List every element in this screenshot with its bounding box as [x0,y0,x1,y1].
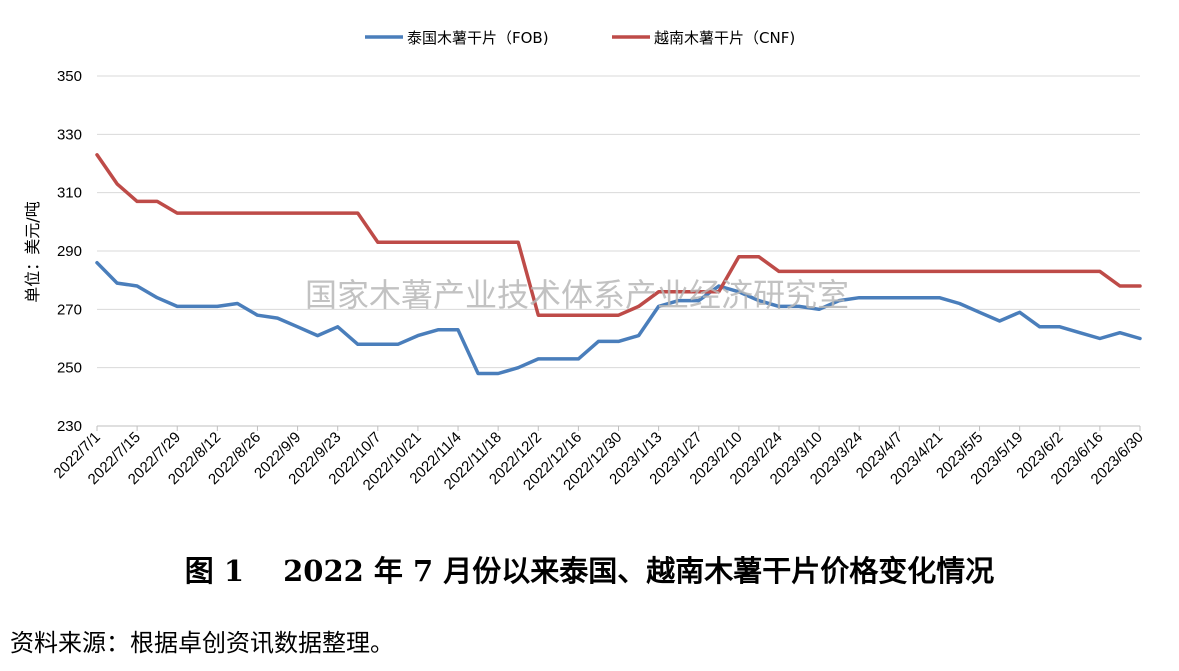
y-axis-label: 单位：美元/吨 [23,201,42,302]
y-axis-ticks: 230 250 270 290 310 330 350 [57,68,82,435]
legend-label: 越南木薯干片（CNF) [654,29,795,47]
y-tick-label: 350 [57,68,82,85]
source-note: 资料来源：根据卓创资讯数据整理。 [10,629,394,657]
legend: 泰国木薯干片（FOB) 越南木薯干片（CNF) [365,29,795,47]
y-tick-label: 330 [57,126,82,143]
line-chart: 230 250 270 290 310 330 350 2022/7/12022/7/152… [23,29,1147,494]
y-tick-label: 230 [57,418,82,435]
y-tick-label: 310 [57,185,82,202]
gridlines [97,75,1140,427]
y-tick-label: 290 [57,243,82,260]
y-tick-label: 250 [57,360,82,377]
series-line-vietnam [95,153,1142,317]
x-axis: 2022/7/12022/7/152022/7/292022/8/122022/… [51,425,1147,494]
series-line-thailand [95,260,1142,376]
series-lines [95,153,1142,376]
watermark: 国家木薯产业技术体系产业经济研究室 [305,276,849,314]
y-tick-label: 270 [57,301,82,318]
legend-label: 泰国木薯干片（FOB) [407,29,549,47]
figure-caption: 图 1 2022 年 7 月份以来泰国、越南木薯干片价格变化情况 [184,554,995,588]
